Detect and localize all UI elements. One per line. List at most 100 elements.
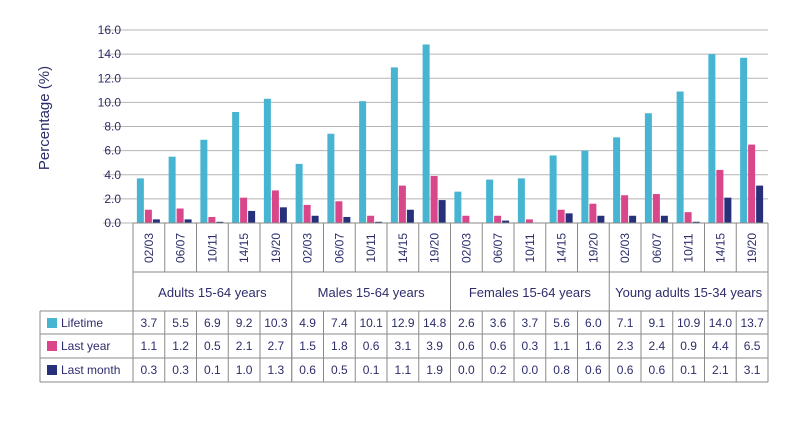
bar [422, 44, 430, 223]
table-value: 0.6 [617, 363, 634, 377]
legend-label: Lifetime [61, 316, 103, 330]
table-value: 4.4 [712, 339, 729, 353]
bar [581, 150, 589, 223]
x-tick-label: 10/11 [682, 233, 696, 262]
bar [549, 155, 557, 223]
bar [263, 98, 271, 223]
bar [724, 197, 732, 223]
bar [502, 220, 510, 223]
group-label: Adults 15-64 years [158, 285, 267, 300]
table-value: 1.3 [268, 363, 285, 377]
table-value: 0.3 [522, 339, 539, 353]
table-value: 1.5 [299, 339, 316, 353]
bar [240, 197, 248, 223]
bar [565, 213, 573, 223]
table-value: 0.0 [522, 363, 539, 377]
group-label: Young adults 15-34 years [615, 285, 762, 300]
bar [208, 216, 216, 223]
bar [660, 215, 668, 223]
bar [708, 54, 716, 223]
bar [486, 179, 494, 223]
table-value: 13.7 [740, 316, 764, 330]
table-value: 0.2 [490, 363, 507, 377]
bar [557, 209, 565, 223]
table-value: 1.1 [395, 363, 412, 377]
table-value: 9.2 [236, 316, 253, 330]
group-label: Males 15-64 years [318, 285, 425, 300]
x-tick-label: 14/15 [555, 233, 569, 263]
bar [216, 221, 224, 223]
bar [716, 169, 724, 223]
bar [525, 219, 533, 223]
x-tick-label: 10/11 [523, 233, 537, 262]
bar [398, 185, 406, 223]
table-value: 0.6 [363, 339, 380, 353]
bar [335, 201, 343, 223]
bar [613, 137, 621, 223]
table-value: 0.5 [204, 339, 221, 353]
table-value: 3.1 [744, 363, 761, 377]
table-value: 6.5 [744, 339, 761, 353]
y-tick-label: 10.0 [98, 95, 122, 109]
x-tick-label: 19/20 [428, 233, 442, 263]
table-value: 2.4 [649, 339, 666, 353]
bar [438, 200, 446, 223]
table-value: 1.1 [553, 339, 570, 353]
table-value: 0.6 [458, 339, 475, 353]
legend-swatch [47, 365, 57, 375]
x-tick-label: 19/20 [269, 233, 283, 263]
y-tick-label: 6.0 [104, 144, 121, 158]
table-value: 1.6 [585, 339, 602, 353]
table-value: 14.8 [423, 316, 447, 330]
table-value: 0.6 [490, 339, 507, 353]
bar [303, 204, 311, 223]
bar [621, 195, 629, 223]
x-tick-label: 02/03 [459, 233, 473, 263]
bar [232, 112, 240, 223]
table-value: 3.9 [426, 339, 443, 353]
x-tick-label: 06/07 [332, 233, 346, 263]
table-value: 1.8 [331, 339, 348, 353]
table-value: 0.6 [649, 363, 666, 377]
table-value: 12.9 [391, 316, 415, 330]
table-value: 7.1 [617, 316, 634, 330]
y-tick-label: 2.0 [104, 192, 121, 206]
bar [248, 210, 256, 223]
table-value: 0.3 [141, 363, 158, 377]
table-value: 3.7 [522, 316, 539, 330]
table-value: 0.9 [680, 339, 697, 353]
table-value: 0.6 [299, 363, 316, 377]
table-value: 2.3 [617, 339, 634, 353]
table-value: 5.6 [553, 316, 570, 330]
table-value: 0.1 [363, 363, 380, 377]
table-value: 6.9 [204, 316, 221, 330]
table-value: 0.6 [585, 363, 602, 377]
bar [343, 216, 351, 223]
table-value: 3.6 [490, 316, 507, 330]
table-value: 2.7 [268, 339, 285, 353]
legend-swatch [47, 318, 57, 328]
bar [652, 194, 660, 223]
legend-label: Last year [61, 339, 110, 353]
legend-label: Last month [61, 363, 120, 377]
bar [454, 191, 462, 223]
table-value: 0.0 [458, 363, 475, 377]
bar [676, 91, 684, 223]
table-value: 1.0 [236, 363, 253, 377]
bar [390, 67, 398, 223]
x-tick-label: 02/03 [301, 233, 315, 263]
bar [629, 215, 637, 223]
table-value: 0.3 [172, 363, 189, 377]
bar [200, 139, 208, 223]
bar [279, 207, 287, 223]
bar [136, 178, 144, 223]
table-value: 2.1 [712, 363, 729, 377]
x-tick-label: 19/20 [586, 233, 600, 263]
x-tick-label: 06/07 [491, 233, 505, 263]
table-value: 1.1 [141, 339, 158, 353]
bar [375, 221, 383, 223]
table-value: 0.8 [553, 363, 570, 377]
y-axis-title: Percentage (%) [36, 66, 53, 170]
bar [494, 215, 502, 223]
